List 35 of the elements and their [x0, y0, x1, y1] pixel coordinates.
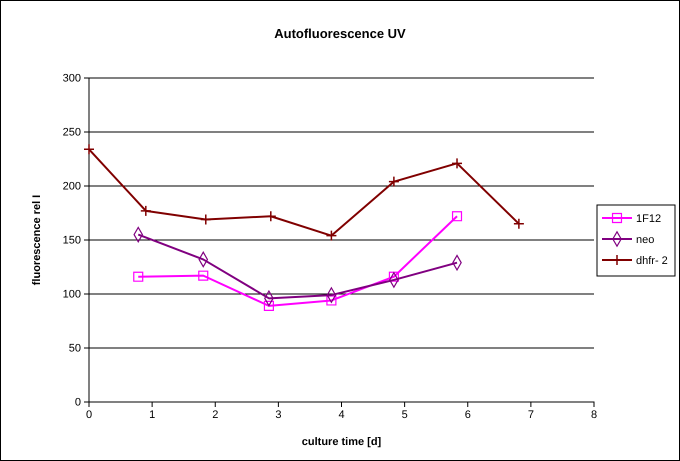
y-tick-label: 100 [62, 288, 81, 301]
point [200, 214, 212, 226]
point [452, 211, 462, 222]
point [133, 272, 144, 282]
y-tick-label: 150 [62, 234, 81, 247]
x-tick-label: 7 [528, 408, 534, 421]
point [388, 272, 399, 282]
legend-label: 1F12 [636, 213, 662, 225]
x-tick-label: 3 [275, 408, 282, 421]
point [198, 270, 208, 281]
y-tick-label: 200 [62, 180, 81, 193]
point [513, 218, 525, 230]
x-tick-label: 2 [212, 408, 218, 421]
x-tick-label: 5 [402, 408, 408, 421]
point [326, 295, 336, 306]
chart-title: Autofluorescence UV [274, 26, 406, 41]
point [140, 205, 152, 217]
y-tick-label: 300 [62, 72, 81, 85]
y-tick-label: 250 [62, 126, 81, 139]
point [264, 300, 274, 311]
x-tick-label: 4 [338, 408, 345, 421]
x-tick-label: 8 [590, 408, 598, 421]
y-axis-title: fluorescence rel I [31, 194, 43, 286]
x-tick-label: 6 [464, 408, 471, 421]
y-tick-label: 50 [68, 342, 81, 355]
y-tick-label: 0 [74, 396, 81, 409]
legend-label: neo [636, 234, 654, 246]
point [451, 158, 463, 170]
point [83, 144, 95, 156]
point [326, 230, 338, 242]
x-tick-label: 0 [86, 408, 92, 421]
x-axis-title: culture time [d] [302, 436, 382, 448]
x-tick-label: 1 [149, 408, 156, 421]
legend-label: dhfr- 2 [636, 255, 668, 267]
point [388, 176, 400, 188]
